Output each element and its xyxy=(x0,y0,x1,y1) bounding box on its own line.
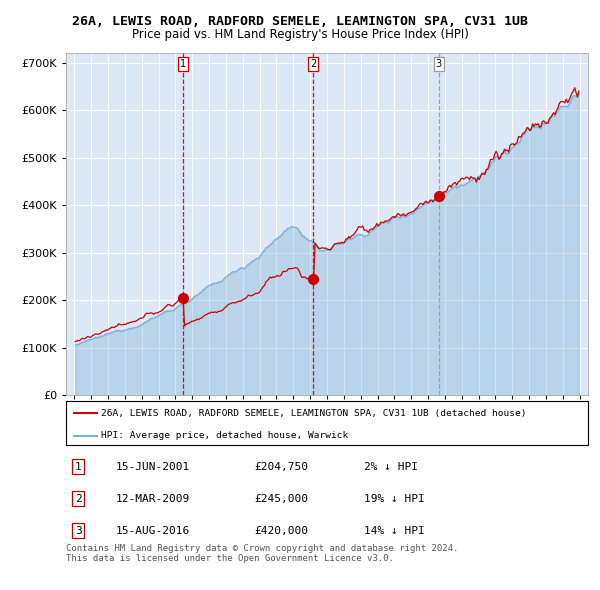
Text: 19% ↓ HPI: 19% ↓ HPI xyxy=(364,494,424,504)
Text: 15-JUN-2001: 15-JUN-2001 xyxy=(116,462,190,471)
Text: 3: 3 xyxy=(75,526,82,536)
Text: 2% ↓ HPI: 2% ↓ HPI xyxy=(364,462,418,471)
Text: £204,750: £204,750 xyxy=(254,462,308,471)
Text: 1: 1 xyxy=(180,59,186,69)
Text: 12-MAR-2009: 12-MAR-2009 xyxy=(116,494,190,504)
Text: 15-AUG-2016: 15-AUG-2016 xyxy=(116,526,190,536)
Text: 26A, LEWIS ROAD, RADFORD SEMELE, LEAMINGTON SPA, CV31 1UB: 26A, LEWIS ROAD, RADFORD SEMELE, LEAMING… xyxy=(72,15,528,28)
Text: 2: 2 xyxy=(75,494,82,504)
Text: Contains HM Land Registry data © Crown copyright and database right 2024.
This d: Contains HM Land Registry data © Crown c… xyxy=(66,544,458,563)
Text: 26A, LEWIS ROAD, RADFORD SEMELE, LEAMINGTON SPA, CV31 1UB (detached house): 26A, LEWIS ROAD, RADFORD SEMELE, LEAMING… xyxy=(101,409,527,418)
Text: £420,000: £420,000 xyxy=(254,526,308,536)
FancyBboxPatch shape xyxy=(66,401,588,445)
Text: 3: 3 xyxy=(436,59,442,69)
Text: £245,000: £245,000 xyxy=(254,494,308,504)
Text: 2: 2 xyxy=(310,59,317,69)
Text: Price paid vs. HM Land Registry's House Price Index (HPI): Price paid vs. HM Land Registry's House … xyxy=(131,28,469,41)
Text: 1: 1 xyxy=(75,462,82,471)
Text: HPI: Average price, detached house, Warwick: HPI: Average price, detached house, Warw… xyxy=(101,431,349,440)
Text: 14% ↓ HPI: 14% ↓ HPI xyxy=(364,526,424,536)
